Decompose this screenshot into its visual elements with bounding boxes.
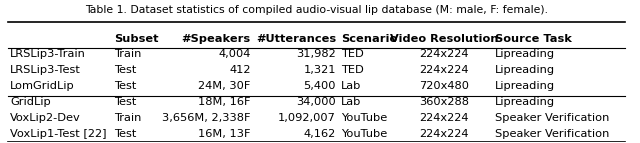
Text: 16M, 13F: 16M, 13F	[198, 129, 251, 139]
Text: 224x224: 224x224	[419, 49, 468, 59]
Text: 4,004: 4,004	[218, 49, 251, 59]
Text: Lipreading: Lipreading	[495, 65, 556, 75]
Text: Speaker Verification: Speaker Verification	[495, 113, 610, 123]
Text: 18M, 16F: 18M, 16F	[198, 97, 251, 107]
Text: Train: Train	[114, 113, 141, 123]
Text: Video Resolution: Video Resolution	[390, 34, 498, 44]
Text: 24M, 30F: 24M, 30F	[198, 81, 251, 91]
Text: Lab: Lab	[341, 81, 362, 91]
Text: YouTube: YouTube	[341, 129, 387, 139]
Text: LRSLip3-Train: LRSLip3-Train	[10, 49, 86, 59]
Text: 31,982: 31,982	[296, 49, 336, 59]
Text: Table 1. Dataset statistics of compiled audio-visual lip database (M: male, F: f: Table 1. Dataset statistics of compiled …	[85, 5, 548, 15]
Text: 224x224: 224x224	[419, 65, 468, 75]
Text: Lipreading: Lipreading	[495, 49, 556, 59]
Text: Speaker Verification: Speaker Verification	[495, 129, 610, 139]
Text: Lipreading: Lipreading	[495, 97, 556, 107]
Text: 1,321: 1,321	[303, 65, 336, 75]
Text: Subset: Subset	[114, 34, 159, 44]
Text: Source Task: Source Task	[495, 34, 572, 44]
Text: LRSLip3-Test: LRSLip3-Test	[10, 65, 81, 75]
Text: 720x480: 720x480	[419, 81, 469, 91]
Text: 5,400: 5,400	[303, 81, 336, 91]
Text: Test: Test	[114, 97, 136, 107]
Text: #Speakers: #Speakers	[182, 34, 251, 44]
Text: GridLip: GridLip	[10, 97, 51, 107]
Text: 360x288: 360x288	[419, 97, 469, 107]
Text: YouTube: YouTube	[341, 113, 387, 123]
Text: TED: TED	[341, 65, 364, 75]
Text: TED: TED	[341, 49, 364, 59]
Text: Train: Train	[114, 49, 141, 59]
Text: LomGridLip: LomGridLip	[10, 81, 75, 91]
Text: 1,092,007: 1,092,007	[278, 113, 336, 123]
Text: Test: Test	[114, 81, 136, 91]
Text: Lab: Lab	[341, 97, 362, 107]
Text: Lipreading: Lipreading	[495, 81, 556, 91]
Text: VoxLip1-Test [22]: VoxLip1-Test [22]	[10, 129, 107, 139]
Text: 4,162: 4,162	[303, 129, 336, 139]
Text: 224x224: 224x224	[419, 113, 468, 123]
Text: 3,656M, 2,338F: 3,656M, 2,338F	[163, 113, 251, 123]
Text: 224x224: 224x224	[419, 129, 468, 139]
Text: 34,000: 34,000	[296, 97, 336, 107]
Text: VoxLip2-Dev: VoxLip2-Dev	[10, 113, 81, 123]
Text: 412: 412	[229, 65, 251, 75]
Text: #Utterances: #Utterances	[256, 34, 336, 44]
Text: Test: Test	[114, 65, 136, 75]
Text: Scenario: Scenario	[341, 34, 397, 44]
Text: Test: Test	[114, 129, 136, 139]
